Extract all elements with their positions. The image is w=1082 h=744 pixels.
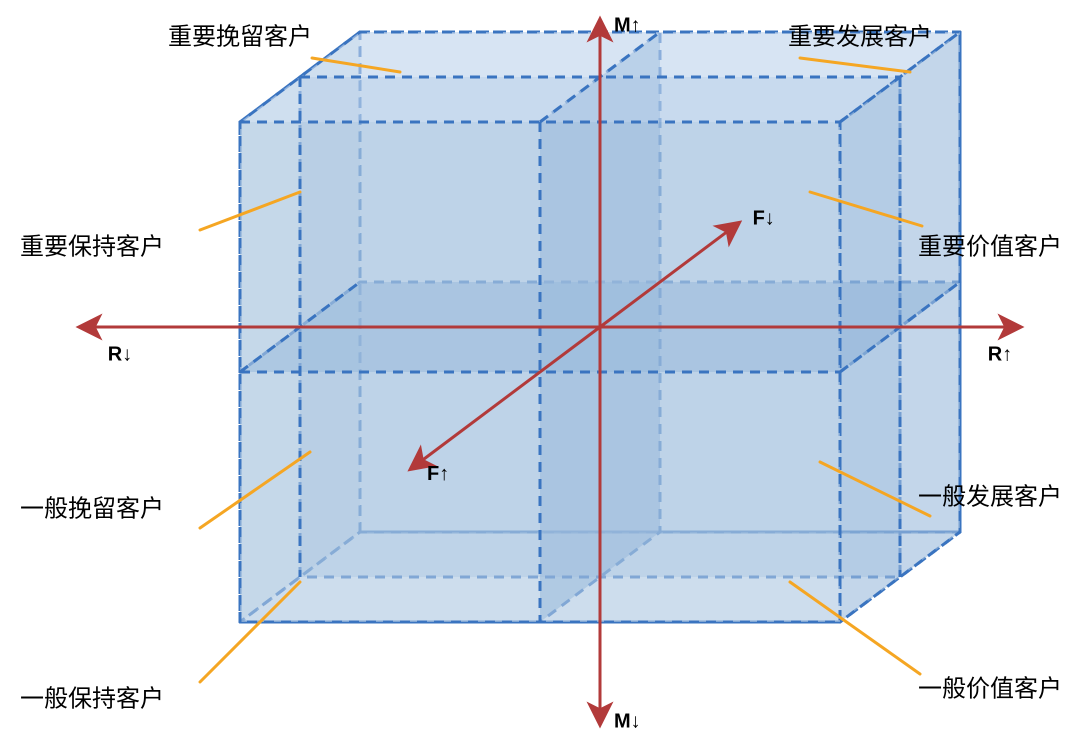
top_back_right-label: 重要发展客户 — [788, 23, 932, 50]
axis-label-m-up: M↑ — [614, 14, 641, 36]
axis-label-m-down: M↓ — [614, 710, 641, 732]
bottom_front_right-label: 一般价值客户 — [918, 675, 1062, 702]
top_front_right-label: 重要价值客户 — [918, 233, 1062, 260]
bottom_front_left-label: 一般保持客户 — [20, 685, 164, 712]
top_front_left-label: 重要保持客户 — [20, 233, 164, 260]
bottom_back_right-label: 一般发展客户 — [918, 483, 1062, 510]
rfm-cube-diagram: M↑ M↓ R↑ R↓ F↓ F↑ 重要挽留客户 重要发展客户重要保持客户 重要价值客户一般挽留… — [0, 0, 1082, 744]
axis-label-f-up: F↑ — [427, 463, 449, 485]
bottom_back_left-label: 一般挽留客户 — [20, 495, 164, 522]
top_back_left-label: 重要挽留客户 — [168, 23, 312, 50]
axis-label-r-down: R↓ — [108, 343, 132, 365]
axis-label-r-up: R↑ — [988, 343, 1012, 365]
axis-label-f-down: F↓ — [753, 207, 775, 229]
